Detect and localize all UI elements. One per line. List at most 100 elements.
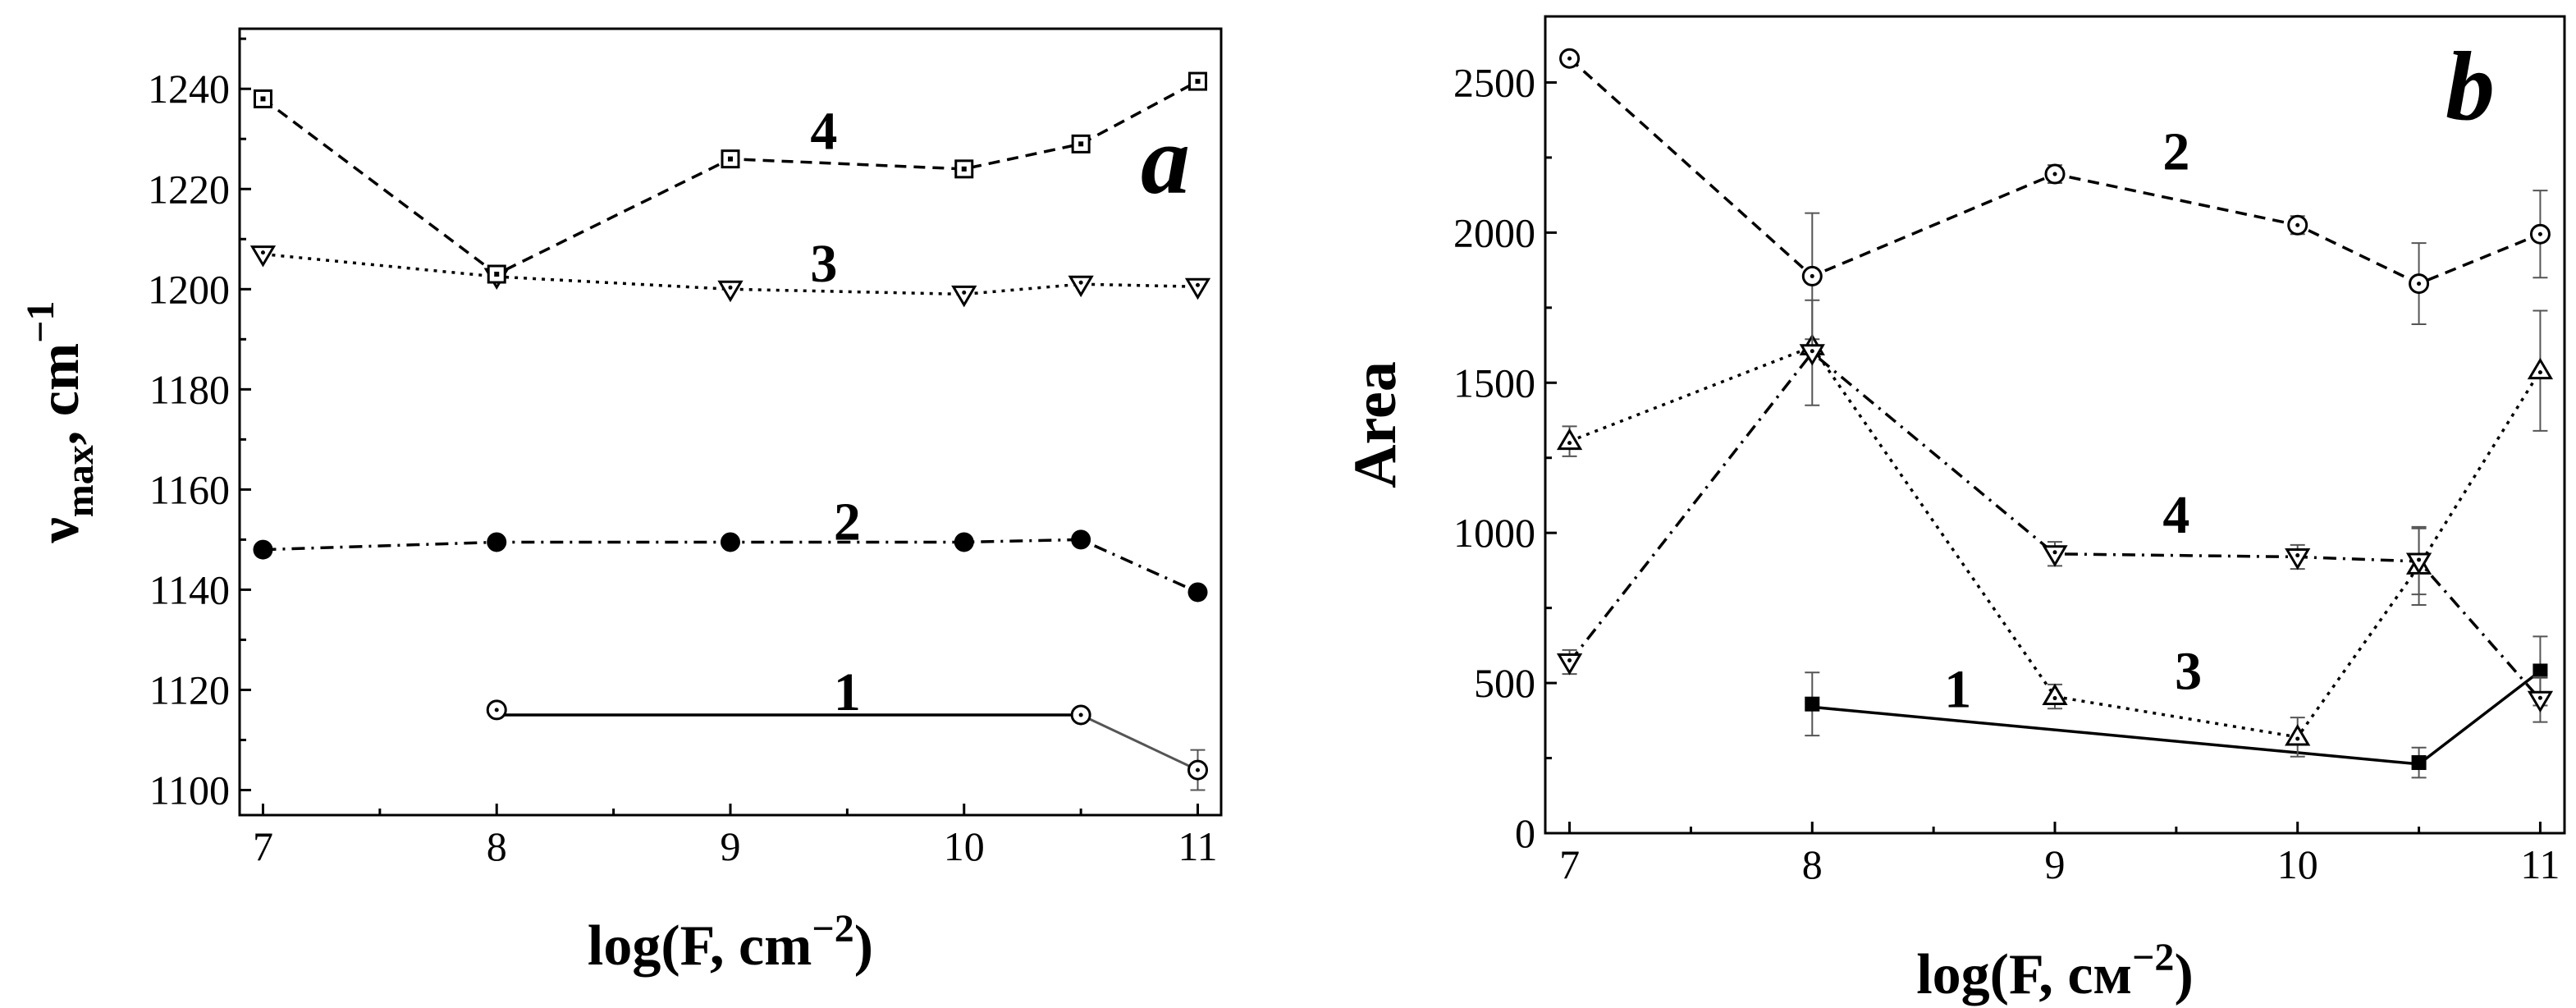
panel-b-series-1-marker: [1805, 696, 1820, 712]
panel-b-series-3-marker: [1556, 428, 1583, 451]
panel-b-series-2-marker-dot: [2417, 282, 2422, 286]
panel-b-series-4-marker: [1556, 653, 1583, 676]
panel-a-series-4-marker-dot: [260, 96, 266, 102]
panel-a-x-tick-label: 7: [253, 823, 273, 869]
panel-a-series-2-marker: [954, 532, 974, 552]
panel-b-series-4-marker: [2405, 552, 2432, 575]
panel-b-y-tick-label: 1000: [1453, 510, 1535, 556]
panel-a-series-3: [249, 245, 1211, 308]
panel-a-series-2-marker: [721, 532, 740, 552]
panel-b-series-label-3: 3: [2175, 641, 2202, 701]
panel-a-y-tick-label: 1140: [149, 566, 230, 612]
panel-a-series-3-marker-dot: [1078, 280, 1083, 285]
panel-a-series-label-3: 3: [810, 234, 837, 294]
panel-a-series-4-line: [262, 80, 1199, 277]
panel-b-series-2-marker-dot: [2052, 172, 2057, 176]
panel-b-series-1-marker: [2411, 755, 2427, 771]
panel-b-series-1-marker: [2533, 663, 2548, 679]
panel-a-series-3-marker: [249, 245, 277, 268]
panel-a-series-1-marker-dot: [1078, 712, 1083, 717]
panel-a-series-2-line: [263, 538, 1199, 594]
panel-b-x-tick-label: 7: [1559, 841, 1580, 887]
panel-b-series-4-marker-dot: [2417, 557, 2422, 562]
panel-b-series-3-marker-dot: [2052, 696, 2057, 701]
panel-b-series-4-marker: [2042, 545, 2068, 567]
panel-a-series-3-marker: [717, 280, 744, 303]
panel-a-x-tick-label: 11: [1178, 823, 1217, 869]
panel-a-series-4: [253, 71, 1208, 284]
panel-a-series-3-marker-dot: [728, 285, 733, 290]
panel-a-series-1-line-tail: [1080, 713, 1199, 772]
panel-b-series-2-line: [1568, 57, 2542, 286]
panel-b-y-tick-label: 2000: [1453, 209, 1535, 255]
panel-b-series-2: [1559, 48, 2551, 341]
panel-a-series-2-marker: [1187, 582, 1208, 603]
panel-a-series-4-marker-dot: [961, 166, 967, 172]
panel-b-series-3-marker-dot: [2537, 370, 2542, 375]
panel-b-series-3-marker: [2042, 683, 2068, 706]
panel-b-series-4-marker-dot: [1567, 657, 1572, 662]
panel-a-x-axis-label: log(F, cm−2): [588, 907, 873, 978]
panel-b-x-axis-label: log(F, cм−2): [1916, 936, 2194, 1006]
panel-b-y-tick-label: 1500: [1453, 360, 1535, 405]
panel-a-series-4-marker-dot: [728, 156, 733, 162]
panel-b-series-2-marker-dot: [1567, 56, 1572, 61]
panel-a-x-tick-label: 8: [487, 823, 507, 869]
panel-a-y-tick-label: 1240: [148, 66, 230, 112]
panel-a-series-2-marker: [1071, 529, 1091, 550]
panel-a-letter: a: [1141, 105, 1190, 214]
panel-b-series-3-marker-dot: [1567, 441, 1572, 446]
panel-b-series-4-marker-dot: [1810, 349, 1814, 354]
panel-a-series-4-marker-dot: [494, 271, 500, 277]
panel-a-series-3-marker-dot: [260, 250, 265, 255]
panel-a-series-label-1: 1: [834, 662, 861, 722]
panel-b-series-label-2: 2: [2162, 122, 2189, 182]
panel-a-series-3-marker: [1068, 275, 1094, 298]
panel-b-x-tick-label: 10: [2277, 841, 2318, 887]
panel-a-series-label-4: 4: [810, 101, 837, 161]
panel-a-y-tick-label: 1200: [148, 266, 230, 312]
panel-b: 7 8 9 10 11 0 500 1000 1500 2000 2500 log(F, cм−2) A…: [1342, 15, 2566, 1006]
panel-a-y-tick-label: 1220: [148, 166, 230, 212]
panel-b-y-tick-label: 500: [1474, 660, 1535, 706]
panel-b-y-tick-label: 0: [1515, 810, 1535, 856]
panel-b-series-4-marker-dot: [2537, 695, 2542, 700]
panel-a-x-tick-label: 10: [944, 823, 985, 869]
panel-a-series-4-marker-dot: [1078, 141, 1084, 147]
panel-b-series-2-marker-dot: [2295, 222, 2300, 227]
panel-a-series-3-marker: [1184, 277, 1211, 300]
panel-b-y-tick-label: 2500: [1453, 59, 1535, 105]
panel-b-series-4-marker-dot: [2052, 550, 2057, 555]
panel-b-series-label-1: 1: [1944, 659, 1971, 719]
panel-b-series-4-line: [1568, 351, 2542, 701]
panel-b-plot-frame: [1544, 15, 2566, 835]
panel-a: 7 8 9 10 11 1100 1120 1140 1160 1180 1200 1220 1240 l…: [19, 27, 1223, 978]
panel-b-series-3-marker: [2527, 357, 2554, 380]
panel-b-x-tick-label: 9: [2045, 841, 2066, 887]
panel-a-x-tick-label: 9: [721, 823, 741, 869]
panel-a-y-tick-label: 1100: [149, 767, 230, 813]
panel-b-series-3-marker: [2285, 723, 2311, 746]
panel-b-series-1: [1805, 635, 2548, 779]
panel-b-series-4-marker-dot: [2295, 552, 2300, 557]
panel-b-series-2-marker-dot: [1810, 273, 1814, 278]
panel-a-y-axis-label: νmax, cm−1: [19, 300, 102, 543]
panel-b-letter: b: [2446, 31, 2495, 140]
panel-a-series-3-marker-dot: [962, 290, 967, 295]
panel-a-series-2-marker: [253, 539, 273, 560]
panel-a-series-4-marker-dot: [1195, 79, 1201, 85]
panel-b-x-tick-label: 11: [2520, 841, 2560, 887]
panel-a-series-2: [253, 529, 1208, 603]
panel-a-series-1-marker-dot: [1196, 767, 1201, 772]
panel-a-series-2-marker: [487, 532, 507, 552]
panel-a-series-3-marker: [951, 285, 977, 308]
panel-a-y-tick-label: 1160: [149, 466, 230, 512]
panel-a-series-1-marker-dot: [494, 708, 499, 712]
panel-a-y-tick-label: 1120: [149, 667, 230, 712]
panel-b-series-3: [1556, 309, 2554, 758]
panel-a-y-tick-label: 1180: [149, 366, 230, 412]
panel-b-series-4-marker: [2285, 548, 2311, 570]
panel-b-series-4-marker: [2527, 690, 2554, 713]
panel-b-series-2-marker-dot: [2537, 231, 2542, 236]
